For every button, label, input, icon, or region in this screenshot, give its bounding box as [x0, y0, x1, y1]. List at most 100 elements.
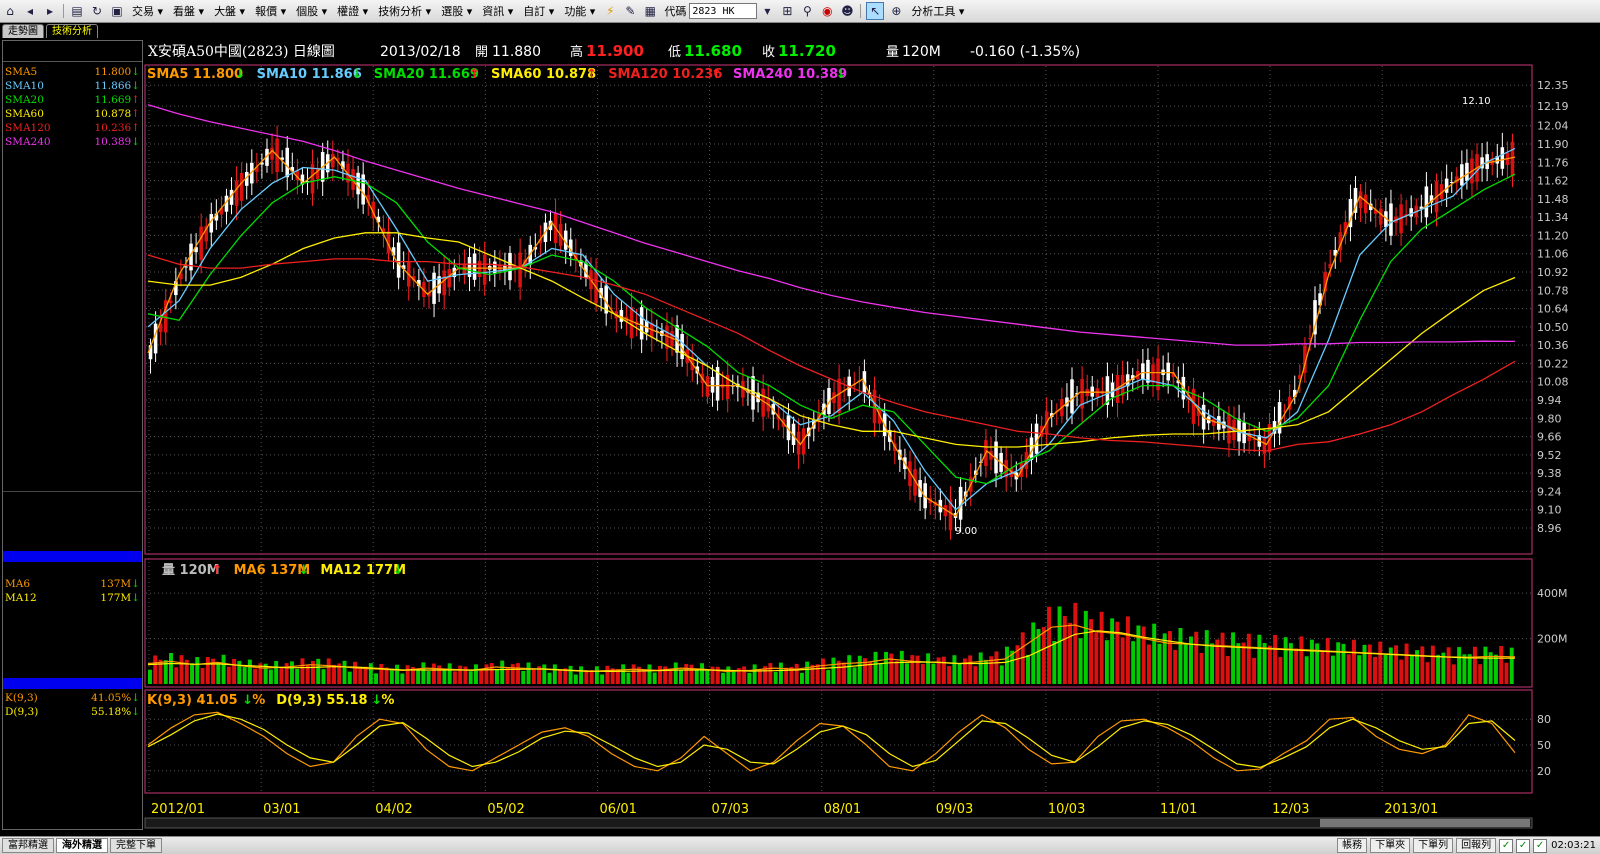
- volume-bar: [1078, 638, 1083, 684]
- volume-bar: [731, 671, 736, 684]
- candle-body: [1495, 156, 1500, 164]
- menu-item[interactable]: 大盤 ▾: [214, 5, 246, 18]
- volume-bar: [1241, 642, 1246, 684]
- candle-body: [224, 195, 229, 212]
- chart-axes: 2012/01 03/01 04/02 05/02 06/01 07/03 08/01 09/…: [151, 79, 1569, 817]
- refresh-icon[interactable]: ↻: [91, 4, 103, 18]
- open-label: 開: [475, 45, 488, 60]
- tab-overseas-picks[interactable]: 海外精選: [56, 838, 108, 853]
- volume-bar: [978, 652, 983, 684]
- menu-item[interactable]: 看盤 ▾: [173, 5, 205, 18]
- volume-bar: [463, 666, 468, 684]
- window-icon[interactable]: ▣: [111, 4, 123, 18]
- check-icon[interactable]: ✓: [1499, 838, 1514, 853]
- book-icon[interactable]: ⊞: [782, 4, 793, 18]
- menu-item[interactable]: 自訂 ▾: [523, 5, 555, 18]
- volume-bar: [226, 666, 231, 684]
- volume-bar: [962, 658, 967, 684]
- tab-technical[interactable]: 技術分析: [46, 24, 98, 38]
- zoom-icon[interactable]: ⊕: [891, 4, 902, 18]
- indicator-value: 41.05%↓: [91, 691, 140, 705]
- volume-bar: [1467, 654, 1472, 684]
- menu-item[interactable]: 功能 ▾: [564, 5, 596, 18]
- indicator-name: K(9,3): [5, 692, 38, 704]
- y-tick-label: 10.50: [1537, 321, 1569, 334]
- note-icon[interactable]: ▦: [644, 4, 657, 18]
- indicator-value: 55.18%↓: [91, 705, 140, 719]
- volume-bar: [1378, 641, 1383, 684]
- order-bar-button[interactable]: 下單列: [1413, 838, 1454, 853]
- menu-item[interactable]: 報價 ▾: [255, 5, 287, 18]
- volume-bar: [310, 660, 315, 684]
- volume-bar: [169, 652, 173, 684]
- x-tick-label: 05/02: [487, 802, 524, 817]
- candle-body: [336, 157, 340, 161]
- candle-body: [381, 228, 386, 234]
- indicator-name: SMA60: [5, 108, 44, 120]
- candle-body: [396, 242, 401, 278]
- order-folder-button[interactable]: 下單夾: [1370, 838, 1411, 853]
- candle-body: [568, 239, 573, 257]
- scrollbar-thumb[interactable]: [1320, 819, 1530, 827]
- flash-icon[interactable]: ⚡: [606, 4, 615, 18]
- menu-item[interactable]: 個股 ▾: [296, 5, 328, 18]
- analysis-tools-menu[interactable]: 分析工具 ▾: [911, 5, 965, 18]
- tab-full-order[interactable]: 完整下單: [110, 838, 162, 853]
- volume-bar: [1383, 654, 1388, 684]
- code-input[interactable]: [689, 3, 758, 19]
- y-tick-label: 10.78: [1537, 284, 1569, 297]
- candle-body: [341, 161, 345, 169]
- volume-bar: [968, 655, 973, 684]
- tab-fubon-picks[interactable]: 富邦精選: [2, 838, 54, 853]
- volume-bar: [1189, 636, 1193, 684]
- volume-bar: [721, 672, 726, 684]
- volume-bar: [1273, 635, 1278, 684]
- menu-item[interactable]: 資訊 ▾: [482, 5, 514, 18]
- report-bar-button[interactable]: 回報列: [1456, 838, 1497, 853]
- indicator-name: MA12: [5, 592, 37, 604]
- check-icon[interactable]: ✓: [1533, 838, 1548, 853]
- volume-bar: [1488, 652, 1493, 684]
- candle-body: [579, 260, 583, 267]
- volume-bar: [1094, 632, 1099, 684]
- legend-entry: SMA10 11.866: [257, 67, 362, 82]
- alert-icon[interactable]: ◉: [822, 4, 833, 18]
- menu-item[interactable]: 選股 ▾: [441, 5, 473, 18]
- user-icon[interactable]: ☻: [841, 4, 854, 18]
- volume-bar: [321, 669, 326, 684]
- volume-bar: [531, 668, 536, 684]
- menu-item[interactable]: 技術分析 ▾: [378, 5, 432, 18]
- indicator-value-text: 10.236: [94, 122, 132, 134]
- kd-tick-label: 50: [1537, 739, 1551, 752]
- time-scrollbar[interactable]: [144, 817, 1533, 829]
- back-icon[interactable]: ◂: [26, 4, 34, 18]
- indicator-value-text: 10.389: [94, 136, 132, 148]
- candle-body: [639, 307, 644, 340]
- check-icon[interactable]: ✓: [1516, 838, 1531, 853]
- technical-chart[interactable]: X安碩A50中國(2823) 日線圖 2013/02/18 開 11.880 高…: [0, 0, 1600, 836]
- dropdown-icon[interactable]: ▾: [764, 4, 771, 18]
- forward-icon[interactable]: ▸: [46, 4, 54, 18]
- volume-bar: [547, 672, 552, 684]
- tab-intraday[interactable]: 走勢圖: [2, 24, 44, 38]
- candle-body: [1363, 194, 1368, 214]
- indicator-name: SMA10: [5, 80, 44, 92]
- search-icon[interactable]: ⚲: [802, 4, 812, 18]
- menu-item[interactable]: 交易 ▾: [132, 5, 164, 18]
- arrow-up-icon: ↑: [212, 563, 223, 578]
- volume-bar: [1099, 611, 1104, 684]
- menu-item[interactable]: 權證 ▾: [337, 5, 369, 18]
- cursor-icon[interactable]: ↖: [866, 2, 885, 20]
- volume-bar: [484, 664, 489, 684]
- indicator-row: K(9,3) 41.05%↓: [3, 691, 142, 705]
- series-line-sma20: [147, 173, 1516, 485]
- candle-body: [1247, 432, 1251, 442]
- home-icon[interactable]: ⌂: [6, 4, 14, 18]
- candle-body: [447, 269, 452, 288]
- volume-bar: [1041, 627, 1046, 684]
- arrow-down-icon: ↓: [352, 67, 363, 82]
- print-icon[interactable]: ▤: [71, 4, 83, 18]
- volume-bar: [211, 658, 216, 684]
- edit-icon[interactable]: ✎: [625, 4, 636, 18]
- account-button[interactable]: 帳務: [1337, 838, 1368, 853]
